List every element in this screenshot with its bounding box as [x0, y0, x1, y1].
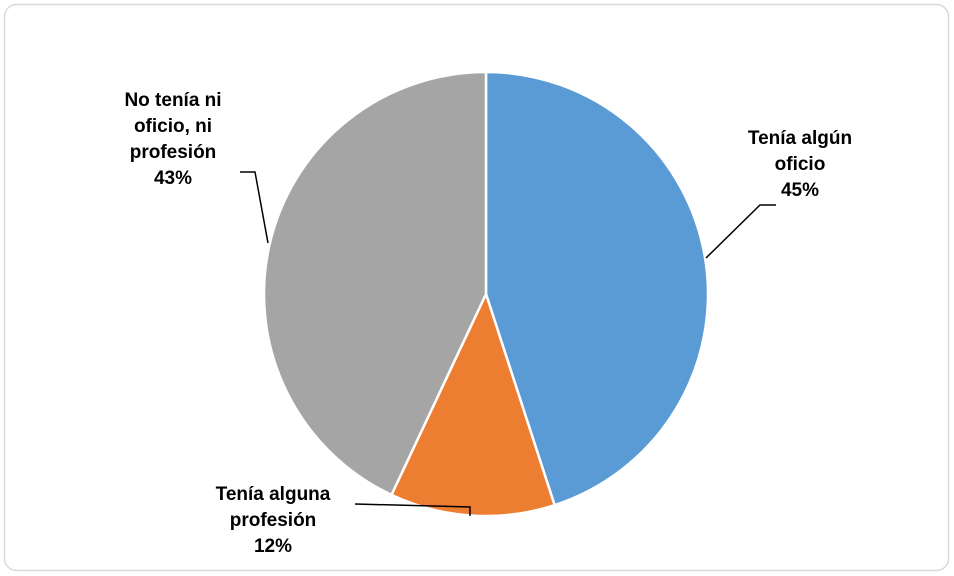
value-label: 12% — [253, 536, 293, 557]
value-label: 45% — [780, 180, 820, 201]
value-label: 43% — [153, 168, 193, 189]
category-label: No tenía ni oficio, ni profesión — [124, 90, 222, 163]
data-label: Tenía alguna profesión 12% — [198, 482, 348, 560]
pie-slice — [389, 290, 557, 518]
pie-slice — [262, 70, 488, 497]
leader-line — [240, 171, 269, 244]
data-label: No tenía ni oficio, ni profesión 43% — [108, 88, 238, 192]
category-label: Tenía algún oficio — [747, 128, 853, 175]
leader-line — [354, 503, 471, 516]
data-label: Tenía algún oficio 45% — [725, 126, 875, 204]
pie-slice — [484, 70, 710, 507]
leader-line — [705, 204, 776, 259]
category-label: Tenía alguna profesión — [215, 484, 331, 531]
pie — [262, 70, 710, 518]
